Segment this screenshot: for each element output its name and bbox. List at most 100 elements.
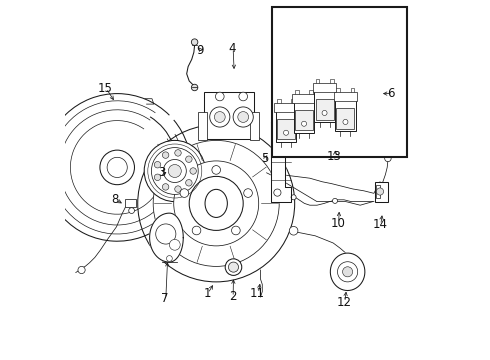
Text: 4: 4 [229,42,236,55]
Bar [335,94,356,131]
Circle shape [239,92,247,101]
Bar [313,83,337,92]
Circle shape [232,226,240,235]
Text: 9: 9 [196,44,204,57]
Circle shape [186,156,192,162]
Circle shape [225,259,242,275]
Bar [125,199,136,207]
Text: 14: 14 [372,219,388,231]
Text: 12: 12 [337,296,351,309]
Circle shape [151,148,198,194]
Circle shape [244,189,252,197]
Circle shape [107,157,127,177]
Text: 8: 8 [112,193,119,206]
Circle shape [175,186,181,192]
Text: 1: 1 [203,287,211,300]
Bar [250,112,259,140]
Text: 15: 15 [98,82,113,95]
Circle shape [322,111,327,116]
Bar [277,118,295,139]
Circle shape [210,107,230,127]
Circle shape [144,140,205,202]
Bar [198,112,207,140]
Circle shape [343,267,353,277]
Bar [274,103,298,112]
Text: 13: 13 [327,150,342,163]
Circle shape [44,94,191,241]
Circle shape [153,140,279,266]
Circle shape [376,188,384,195]
Bar [331,142,346,148]
Bar [310,90,313,94]
Circle shape [274,189,281,196]
Bar [295,109,313,130]
Circle shape [129,208,134,213]
Circle shape [78,266,85,274]
Circle shape [233,107,253,127]
Bar [277,99,281,103]
Circle shape [167,256,172,261]
Circle shape [343,120,348,125]
Circle shape [228,262,239,272]
Bar [337,108,354,129]
Polygon shape [149,213,183,262]
Bar [204,92,254,139]
Bar [316,79,319,83]
Circle shape [169,165,181,177]
Bar [316,99,334,120]
Circle shape [154,174,161,180]
Polygon shape [271,122,291,202]
Text: 6: 6 [387,87,394,100]
Circle shape [338,262,358,282]
Circle shape [192,84,198,91]
Bar [337,88,340,92]
Bar [340,134,344,142]
Bar [294,95,315,133]
Text: 7: 7 [161,292,169,305]
Circle shape [301,121,307,126]
Text: 5: 5 [261,152,269,165]
Circle shape [192,39,198,45]
Bar [376,185,380,198]
Circle shape [190,168,196,174]
Bar [292,99,295,103]
Circle shape [284,130,289,135]
Bar [292,94,316,103]
Circle shape [289,226,298,235]
Circle shape [170,239,180,250]
Ellipse shape [205,189,227,217]
Circle shape [385,155,391,162]
Circle shape [175,150,181,156]
Bar [314,85,335,122]
Text: 10: 10 [330,217,345,230]
Circle shape [274,126,281,133]
Circle shape [163,159,186,183]
Circle shape [238,112,248,122]
Bar [374,182,388,202]
Circle shape [138,125,294,282]
Circle shape [212,166,220,174]
Text: 11: 11 [250,287,265,300]
Bar [272,7,407,157]
Circle shape [186,180,192,186]
Circle shape [180,189,189,197]
Bar [334,92,357,101]
Bar [330,79,334,83]
Bar [351,88,354,92]
Circle shape [215,112,225,122]
Circle shape [156,224,176,244]
Polygon shape [330,253,365,291]
Bar [295,90,298,94]
Circle shape [333,198,338,203]
Text: 2: 2 [229,291,236,303]
Text: 3: 3 [158,166,165,179]
Circle shape [100,150,134,185]
Circle shape [291,195,296,200]
Bar [275,104,296,142]
Circle shape [192,226,201,235]
Bar [333,134,337,142]
Circle shape [189,176,243,230]
Circle shape [174,161,259,246]
Circle shape [162,184,169,190]
Circle shape [216,92,224,101]
